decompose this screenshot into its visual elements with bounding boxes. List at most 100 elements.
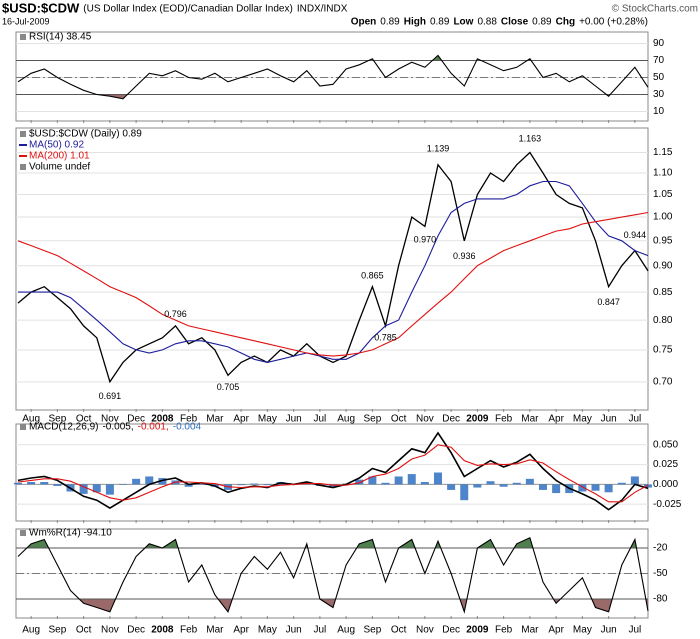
price-panel xyxy=(15,127,649,411)
y-tick-label: 50 xyxy=(653,72,665,83)
x-tick-label: Oct xyxy=(76,625,92,636)
x-tick-label: 2009 xyxy=(466,414,489,425)
y-tick-label: 1.00 xyxy=(653,212,673,223)
x-tick-label: Aug xyxy=(337,414,355,425)
histogram-bar xyxy=(184,484,193,487)
x-tick-label: Feb xyxy=(180,625,198,636)
x-tick-label: Oct xyxy=(391,625,407,636)
symbol: $USD:$CDW xyxy=(2,0,80,15)
histogram-bar xyxy=(512,482,521,485)
histogram-bar xyxy=(263,484,272,486)
price-annotation: 0.847 xyxy=(597,297,620,307)
y-tick-label: -20 xyxy=(653,543,668,554)
oscillator-line xyxy=(17,54,649,100)
y-tick-label: 0.75 xyxy=(653,345,673,356)
x-tick-label: Nov xyxy=(416,625,434,636)
price-annotation: 0.936 xyxy=(453,251,476,261)
histogram-bar xyxy=(79,484,88,494)
x-tick-label: Feb xyxy=(180,414,198,425)
y-tick-label: 0.95 xyxy=(653,235,673,246)
x-tick-label: 2009 xyxy=(466,625,489,636)
price-annotation: 0.705 xyxy=(217,382,240,392)
credit: © StockCharts.com xyxy=(612,4,698,15)
price-annotation: 1.163 xyxy=(519,134,542,144)
y-tick-label: 0.90 xyxy=(653,260,673,271)
histogram-bar xyxy=(473,484,482,488)
y-tick-label: 70 xyxy=(653,55,665,66)
y-tick-label: -0.025 xyxy=(653,499,682,510)
price-annotation: 0.785 xyxy=(374,332,397,342)
quote-label: Close xyxy=(501,17,529,28)
y-tick-label: -80 xyxy=(653,594,668,605)
x-tick-label: 2008 xyxy=(151,625,174,636)
x-tick-label: Mar xyxy=(521,625,539,636)
price-annotation: 0.944 xyxy=(624,230,647,240)
histogram-bar xyxy=(578,484,587,492)
histogram-bar xyxy=(394,476,403,485)
legend-swatch xyxy=(20,424,26,430)
x-tick-label: Jun xyxy=(286,625,302,636)
histogram-bar xyxy=(407,474,416,485)
x-tick-label: Jul xyxy=(628,414,641,425)
x-tick-label: Nov xyxy=(416,414,434,425)
y-tick-label: 0.000 xyxy=(653,479,678,490)
histogram-bar xyxy=(525,478,534,485)
x-tick-label: 2008 xyxy=(151,414,174,425)
histogram-bar xyxy=(132,478,141,485)
macd-panel xyxy=(15,423,649,522)
histogram-bar xyxy=(644,484,652,488)
quote-value: 0.89 xyxy=(430,17,450,28)
histogram-bar xyxy=(381,482,390,485)
x-tick-label: May xyxy=(258,414,277,425)
histogram-bar xyxy=(591,484,600,491)
y-tick-label: 1.15 xyxy=(653,147,673,158)
x-tick-label: Mar xyxy=(206,625,224,636)
x-tick-label: Nov xyxy=(101,414,119,425)
description: (US Dollar Index (EOD)/Canadian Dollar I… xyxy=(83,4,293,15)
x-tick-label: Sep xyxy=(48,625,66,636)
histogram-bar xyxy=(539,484,547,490)
x-tick-label: Sep xyxy=(48,414,66,425)
y-tick-label: 0.70 xyxy=(653,376,673,387)
quote-value: 0.89 xyxy=(532,17,552,28)
histogram-bar xyxy=(617,482,626,485)
chart-date: 16-Jul-2009 xyxy=(2,16,50,26)
x-tick-label: Dec xyxy=(127,414,145,425)
histogram-bar xyxy=(499,484,508,487)
y-tick-label: 0.025 xyxy=(653,459,678,470)
price-annotation: 0.865 xyxy=(361,270,384,280)
x-tick-label: Jul xyxy=(313,625,326,636)
x-tick-label: Apr xyxy=(548,414,564,425)
histogram-bar xyxy=(40,482,49,485)
histogram-bar xyxy=(447,484,456,490)
histogram-bar xyxy=(197,484,206,485)
legend-swatch xyxy=(20,131,26,137)
exchange: INDX/INDX xyxy=(297,4,348,15)
y-tick-label: 1.10 xyxy=(653,168,673,179)
x-tick-label: Jun xyxy=(601,414,617,425)
y-tick-label: 10 xyxy=(653,106,665,117)
x-tick-label: Oct xyxy=(391,414,407,425)
histogram-bar xyxy=(368,476,377,485)
x-tick-label: Aug xyxy=(337,625,355,636)
histogram-bar xyxy=(53,484,62,486)
quote-value: 0.89 xyxy=(380,17,400,28)
legend-value: -0.005, xyxy=(102,422,133,433)
y-tick-label: 30 xyxy=(653,89,665,100)
x-tick-label: May xyxy=(573,625,592,636)
x-tick-label: Jul xyxy=(628,625,641,636)
x-tick-label: May xyxy=(258,625,277,636)
histogram-bar xyxy=(434,472,442,485)
price-annotation: 0.796 xyxy=(164,309,187,319)
quote-value: +0.00 (+0.28%) xyxy=(579,17,648,28)
histogram-bar xyxy=(119,484,127,485)
y-tick-label: -50 xyxy=(653,568,668,579)
histogram-bar xyxy=(486,481,495,485)
legend-value: -0.004 xyxy=(173,422,202,433)
histogram-bar xyxy=(105,484,114,495)
x-tick-label: Aug xyxy=(22,625,40,636)
quote-label: Open xyxy=(351,17,377,28)
x-tick-label: Nov xyxy=(101,625,119,636)
panel-title: Wm%R(14) -94.10 xyxy=(29,528,112,539)
